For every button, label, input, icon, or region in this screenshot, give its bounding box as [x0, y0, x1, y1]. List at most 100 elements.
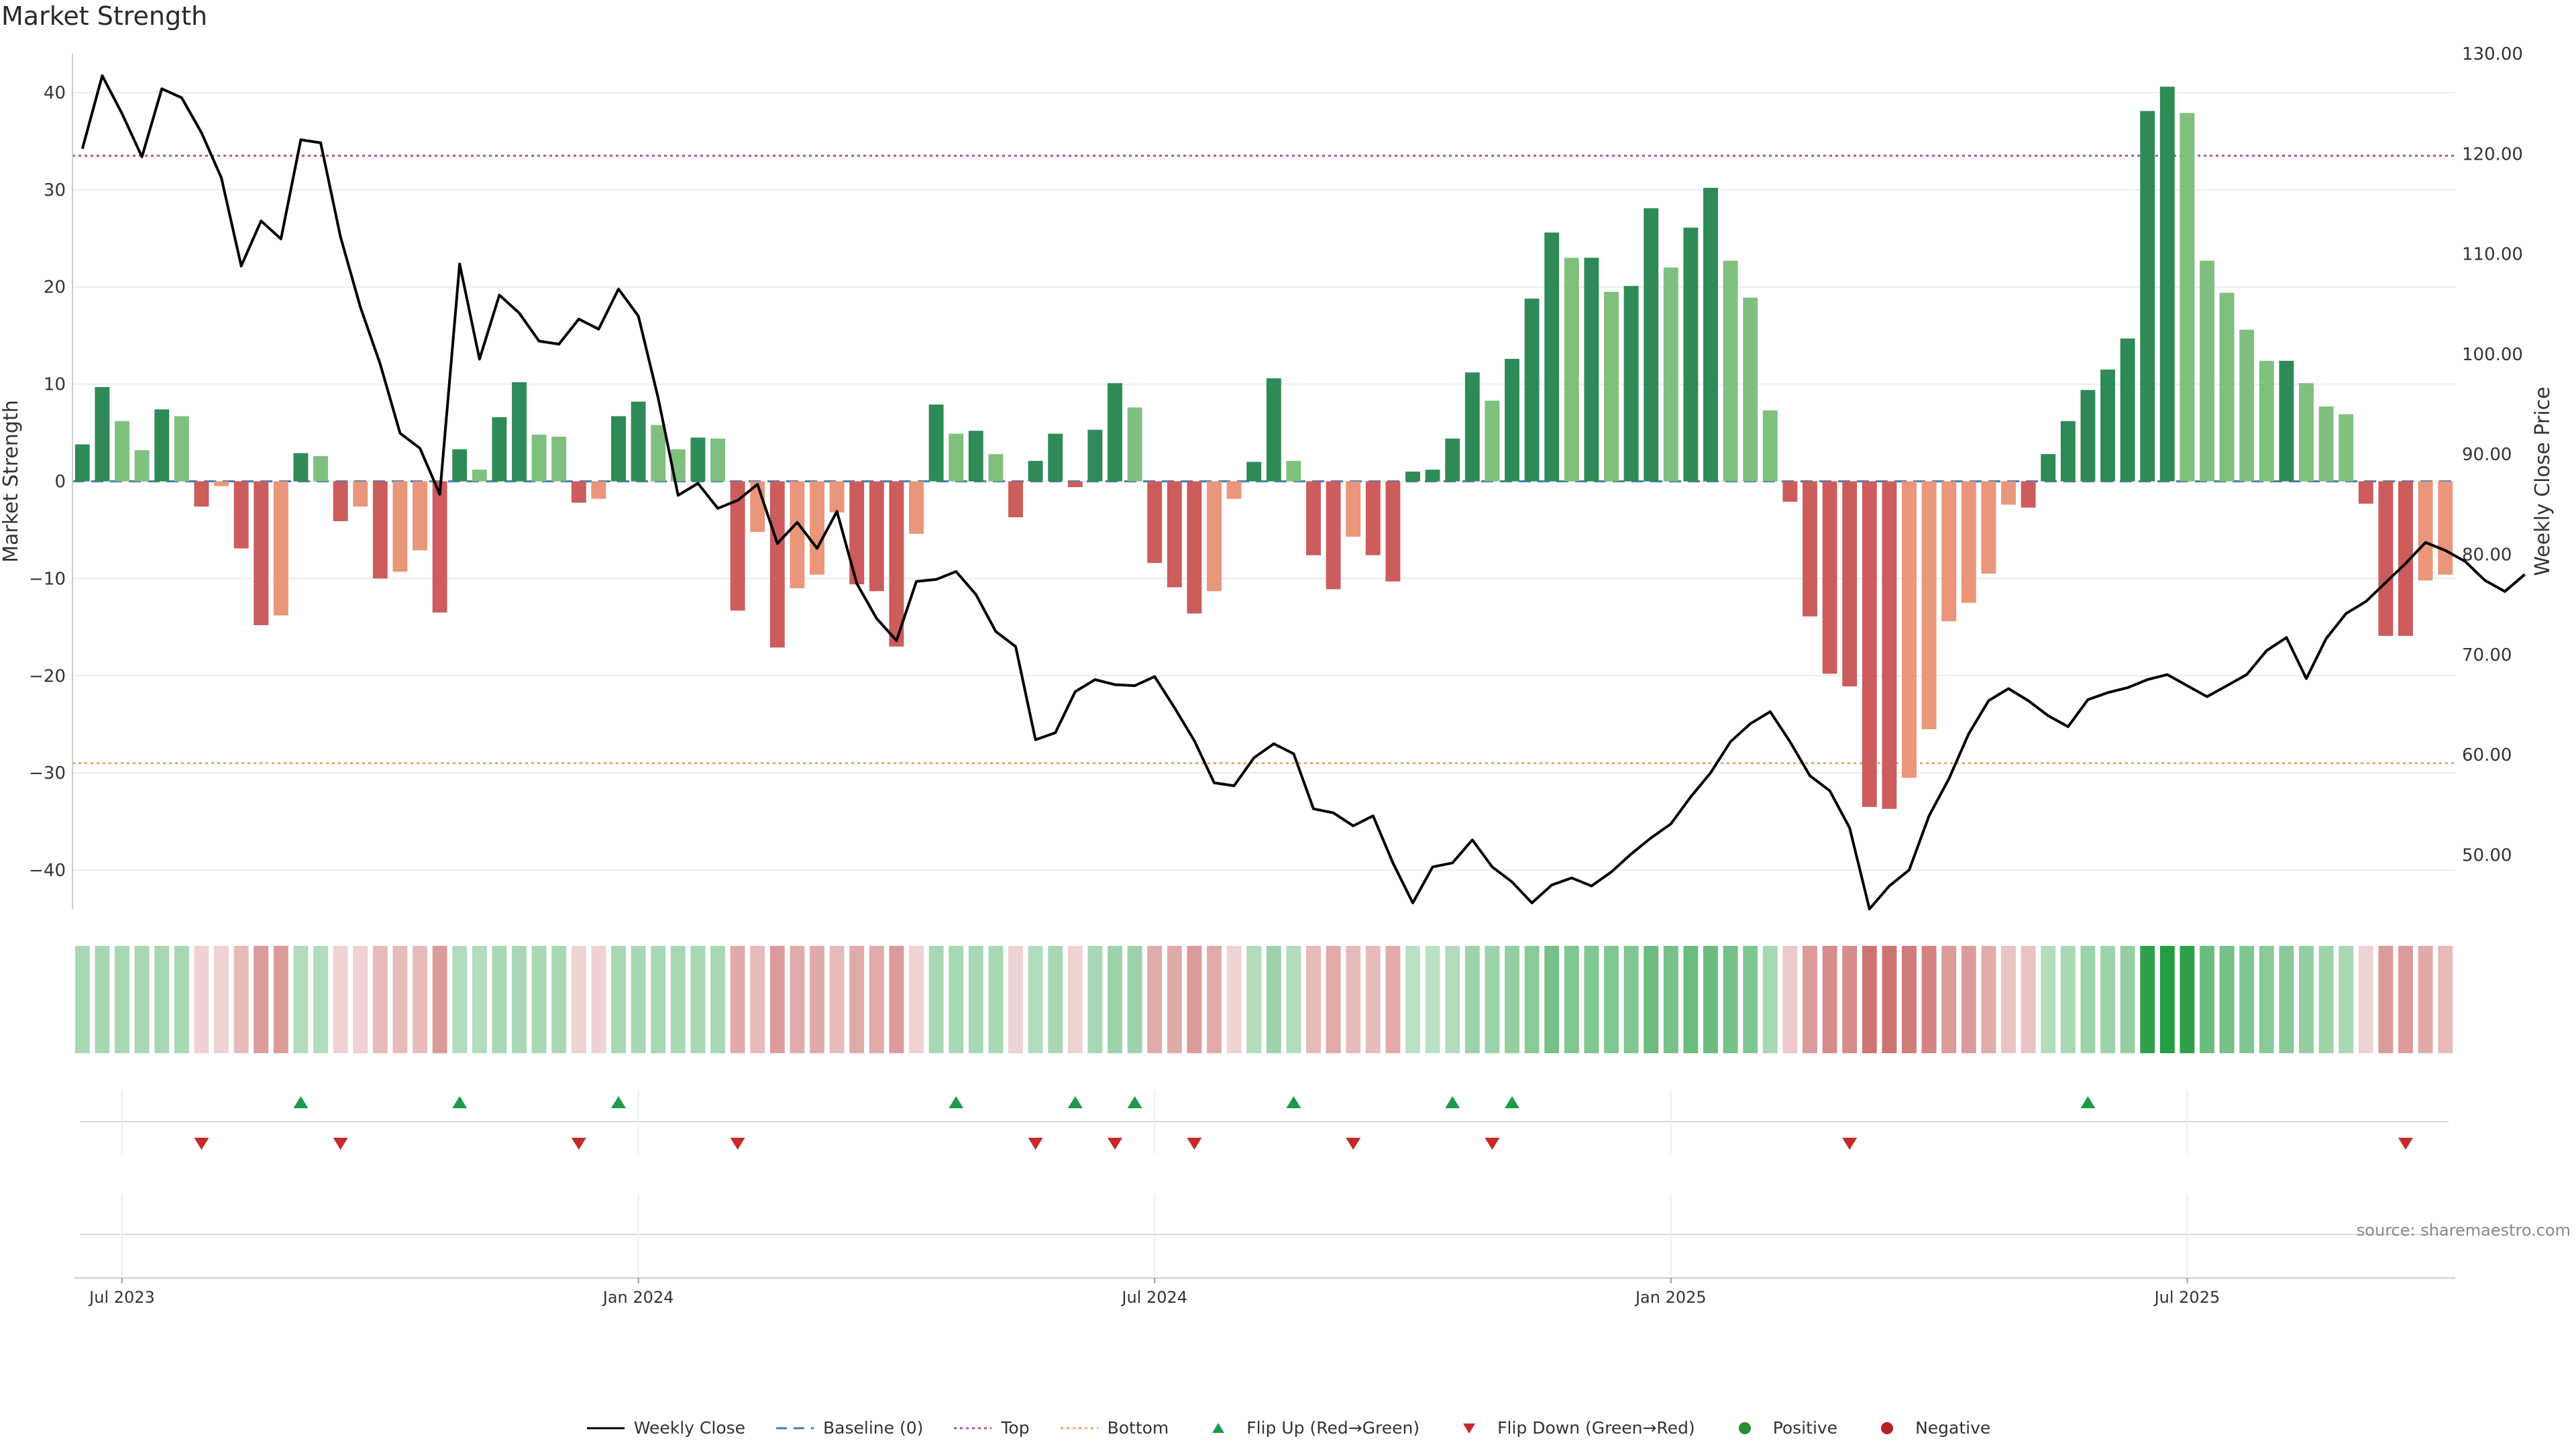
heatmap-cell	[1544, 946, 1560, 1053]
strength-bar	[293, 453, 309, 482]
heatmap-cell	[750, 946, 765, 1053]
strength-bar	[194, 481, 209, 507]
strength-bar	[790, 481, 805, 588]
strength-bars	[74, 87, 2453, 809]
strength-bar	[531, 434, 547, 482]
heatmap-cell	[2021, 946, 2036, 1053]
heatmap-cell	[1961, 946, 1976, 1053]
heatmap-cell	[1584, 946, 1599, 1053]
strength-bar	[353, 481, 368, 507]
strength-bar	[1485, 400, 1500, 482]
strength-bar	[869, 481, 884, 592]
strength-bar	[512, 382, 527, 482]
strength-bar	[551, 436, 567, 482]
flip-down-marker	[571, 1138, 586, 1150]
y2-tick-label: 70.00	[2462, 645, 2512, 665]
heatmap-cell	[2219, 946, 2235, 1053]
weekly-close-line	[80, 74, 2526, 910]
heatmap-cell	[254, 946, 269, 1053]
strength-bar	[1266, 378, 1281, 482]
heatmap-cell	[333, 946, 348, 1053]
strength-bar	[1941, 481, 1957, 622]
dash-legend-icon	[776, 1427, 814, 1429]
strength-bar	[95, 386, 110, 482]
y-tick-label: 0	[54, 472, 66, 492]
y-tick-label: −20	[29, 666, 66, 686]
heatmap-cell	[1663, 946, 1678, 1053]
strength-bar	[2219, 292, 2235, 482]
strength-bar	[611, 416, 626, 482]
heatmap-cell	[968, 946, 983, 1053]
strength-bar	[988, 453, 1004, 482]
strength-bar	[2339, 414, 2354, 482]
strength-bar	[1365, 481, 1381, 555]
heatmap-cell	[1147, 946, 1163, 1053]
strength-bar	[591, 481, 606, 499]
heatmap-cell	[1981, 946, 1996, 1053]
strength-bar	[710, 438, 725, 482]
heatmap-cell	[551, 946, 567, 1053]
heatmap-cell	[1564, 946, 1579, 1053]
heatmap-cell	[988, 946, 1004, 1053]
legend-item: Bottom	[1059, 1418, 1169, 1438]
heatmap-cell	[909, 946, 924, 1053]
heatmap-cell	[2299, 946, 2314, 1053]
heatmap-cell	[2140, 946, 2155, 1053]
y2-tick-label: 60.00	[2462, 745, 2512, 765]
strength-bar	[1464, 372, 1480, 482]
heatmap-cell	[1048, 946, 1063, 1053]
heatmap-cell	[1127, 946, 1142, 1053]
x-tick-label: Jan 2025	[1634, 1288, 1707, 1307]
strength-bar	[1902, 481, 1917, 778]
heatmap-cell	[95, 946, 110, 1053]
strength-bar	[1762, 410, 1778, 482]
heatmap-cell	[928, 946, 944, 1053]
legend-item: Top	[953, 1418, 1030, 1438]
flip-down-marker	[730, 1138, 745, 1150]
legend-label: Flip Down (Green→Red)	[1497, 1418, 1695, 1438]
strength-bar	[949, 433, 964, 482]
heatmap-cell	[1008, 946, 1023, 1053]
heatmap-cell	[293, 946, 309, 1053]
tri-up-legend-icon	[1212, 1422, 1225, 1433]
heatmap-cell	[591, 946, 606, 1053]
strength-bar	[134, 450, 150, 482]
strength-bar	[1644, 208, 1659, 482]
strength-bar	[928, 405, 944, 482]
heatmap-cell	[1803, 946, 1817, 1053]
heatmap-cell	[1703, 946, 1718, 1053]
strength-bar	[1147, 481, 1163, 564]
strength-bar	[1981, 481, 1996, 574]
heatmap-cell	[1604, 946, 1619, 1053]
heatmap-cell	[1187, 946, 1202, 1053]
heatmap-cell	[1683, 946, 1699, 1053]
heatmap-cell	[849, 946, 865, 1053]
heatmap-cell	[1644, 946, 1659, 1053]
heatmap-cell	[1882, 946, 1897, 1053]
heatmap-cell	[214, 946, 229, 1053]
flip-up-marker	[293, 1096, 309, 1108]
heatmap-cell	[413, 946, 427, 1053]
heatmap-cell	[353, 946, 368, 1053]
flip-down-marker	[1346, 1138, 1361, 1150]
strength-bar	[2259, 360, 2274, 482]
heatmap-cell	[2120, 946, 2135, 1053]
heatmap-strip	[74, 946, 2453, 1053]
strength-bar	[1822, 481, 1837, 674]
strength-bar	[1385, 481, 1401, 582]
strength-bar	[2418, 481, 2433, 581]
heatmap-cell	[1405, 946, 1420, 1053]
heatmap-cell	[889, 946, 904, 1053]
strength-bar	[1445, 438, 1460, 482]
strength-bar	[1842, 481, 1858, 687]
strength-bar	[2021, 481, 2036, 508]
strength-bar	[492, 417, 507, 482]
strength-bar	[2120, 338, 2135, 482]
flip-down-marker	[1842, 1138, 1858, 1150]
flip-down-marker	[333, 1138, 348, 1150]
flip-up-marker	[611, 1096, 626, 1108]
strength-bar	[2140, 111, 2155, 482]
y-tick-label: 40	[44, 83, 66, 103]
legend-item: Weekly Close	[586, 1418, 745, 1438]
strength-bar	[1882, 481, 1897, 809]
